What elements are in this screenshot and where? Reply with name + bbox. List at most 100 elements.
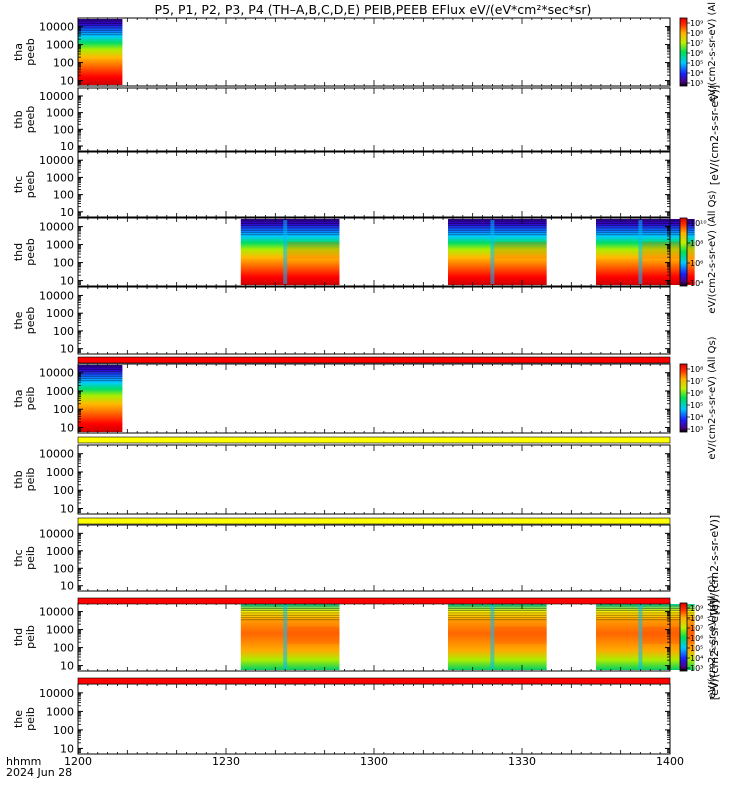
colorbar-tick-label: 10⁶	[690, 259, 703, 268]
y-tick-label: 10000	[39, 367, 74, 380]
x-axis: hhmm 2024 Jun 28 1200 1230 1300 1330 1400	[6, 755, 684, 779]
y-tick-label: 100	[53, 562, 74, 575]
status-bar	[77, 436, 671, 444]
colorbar-tick-label: 10⁸	[690, 365, 703, 374]
colorbar-tick-label: 10⁵	[690, 644, 703, 653]
y-tick-label: 10	[60, 206, 74, 219]
y-tick-label: 1000	[46, 624, 74, 637]
panel-product-label: peib	[24, 546, 37, 570]
y-tick-label: 10	[60, 742, 74, 755]
side-label-group: [eV/(cm2-s-sr-eV)] [eV/(cm2-s-sr-eV)] [e…	[708, 85, 721, 700]
panel-product-label: peib	[24, 625, 37, 649]
colorbar-scale	[679, 217, 688, 287]
y-tick-label: 100	[53, 403, 74, 416]
colorbar-label: eV/(cm2-s-sr-eV) (All Qs)	[707, 336, 718, 459]
colorbar-scale	[679, 602, 688, 672]
panel-probe-label: thb	[12, 470, 25, 488]
status-bar	[77, 597, 671, 605]
colorbar-tick-label: 10⁵	[690, 59, 703, 68]
panel-probe-label: thc	[12, 549, 25, 566]
panel-product-label: peib	[24, 707, 37, 731]
panel-frame	[77, 17, 671, 87]
panel-frame	[77, 286, 671, 355]
side-label: [eV/(cm2-s-sr-eV)]	[708, 515, 721, 615]
colorbar-scale	[679, 17, 688, 87]
status-bar	[77, 517, 671, 525]
y-tick-label: 100	[53, 123, 74, 136]
panel-frame	[77, 87, 671, 152]
x-tick-label: 1230	[212, 755, 240, 768]
boundary-feature	[283, 605, 288, 669]
panel-product-label: peib	[24, 387, 37, 411]
colorbar-scale	[679, 363, 688, 433]
panel-probe-label: tha	[12, 43, 25, 61]
side-label: [eV/(cm2-s-sr-eV)]	[708, 600, 721, 700]
y-tick-label: 10000	[39, 448, 74, 461]
panel-thd-peib: 10 100 1000 10000 thd peib	[12, 602, 695, 673]
colorbar-label: eV/(cm2-s-sr-eV) (Al	[707, 2, 718, 102]
y-tick-label: 1000	[46, 107, 74, 120]
y-tick-label: 100	[53, 642, 74, 655]
panel-frame	[77, 217, 671, 287]
y-tick-label: 10000	[39, 154, 74, 167]
panel-the-peeb: 10 100 1000 10000 the peeb	[12, 286, 671, 356]
panel-thd-peeb: 10 100 1000 10000 thd peeb	[12, 217, 695, 288]
figure-title: P5, P1, P2, P3, P4 (TH–A,B,C,D,E) PEIB,P…	[155, 2, 592, 17]
status-bar-stack	[77, 356, 671, 685]
y-tick-label: 100	[53, 57, 74, 70]
colorbar-tick-label: 10⁷	[690, 377, 703, 386]
y-tick-label: 10	[60, 422, 74, 435]
colorbar-tick-label: 10⁸	[690, 29, 703, 38]
y-tick-label: 10000	[39, 90, 74, 103]
boundary-feature	[494, 241, 547, 259]
y-tick-label: 1000	[46, 385, 74, 398]
panel-frame	[77, 602, 671, 672]
colorbar-tick-label: 10⁶	[690, 634, 703, 643]
y-tick-label: 10	[60, 580, 74, 593]
colorbar-tick-label: 10³	[690, 425, 703, 434]
boundary-feature	[490, 220, 495, 284]
y-tick-label: 10	[60, 275, 74, 288]
boundary-feature	[287, 241, 340, 259]
colorbar-tick-label: 10⁶	[690, 389, 703, 398]
y-tick-label: 10	[60, 660, 74, 673]
colorbar-tick-label: 10⁸	[690, 239, 703, 248]
panel-product-label: peeb	[24, 307, 37, 335]
colorbar-tick-label: 10³	[690, 664, 703, 673]
y-tick-label: 10000	[39, 21, 74, 34]
colorbar: 10³ 10⁴ 10⁵ 10⁶ 10⁷ 10⁸ eV/(cm2-s-sr-eV) (All …	[679, 336, 718, 460]
y-tick-label: 100	[53, 189, 74, 202]
boundary-feature	[638, 220, 643, 284]
x-tick-label: 1200	[64, 755, 92, 768]
colorbar-tick-label: 10³	[690, 79, 703, 88]
y-tick-label: 1000	[46, 39, 74, 52]
colorbar-tick-label: 10⁴	[690, 413, 703, 422]
y-tick-label: 100	[53, 484, 74, 497]
colorbar-tick-label: 10⁹	[690, 604, 703, 613]
status-bar	[77, 677, 671, 685]
panel-frame	[77, 444, 671, 515]
panel-frame	[77, 151, 671, 218]
panel-probe-label: the	[12, 710, 25, 728]
panel-the-peib: 10 100 1000 10000 the peib	[12, 683, 671, 755]
y-tick-label: 100	[53, 724, 74, 737]
panel-probe-label: thb	[12, 110, 25, 128]
x-tick-label: 1330	[508, 755, 536, 768]
y-tick-label: 10	[60, 75, 74, 88]
boundary-feature	[283, 220, 288, 284]
y-tick-label: 10000	[39, 687, 74, 700]
boundary-feature	[638, 605, 643, 669]
colorbar-tick-label: 10⁴	[690, 69, 703, 78]
x-row-label-hhmm: hhmm	[6, 755, 41, 768]
y-tick-label: 1000	[46, 705, 74, 718]
panel-frame	[77, 524, 671, 592]
y-tick-label: 10	[60, 343, 74, 356]
panel-product-label: peib	[24, 468, 37, 492]
x-tick-label: 1400	[656, 755, 684, 768]
panel-product-label: peeb	[24, 171, 37, 199]
y-tick-label: 1000	[46, 466, 74, 479]
y-tick-label: 10	[60, 140, 74, 153]
